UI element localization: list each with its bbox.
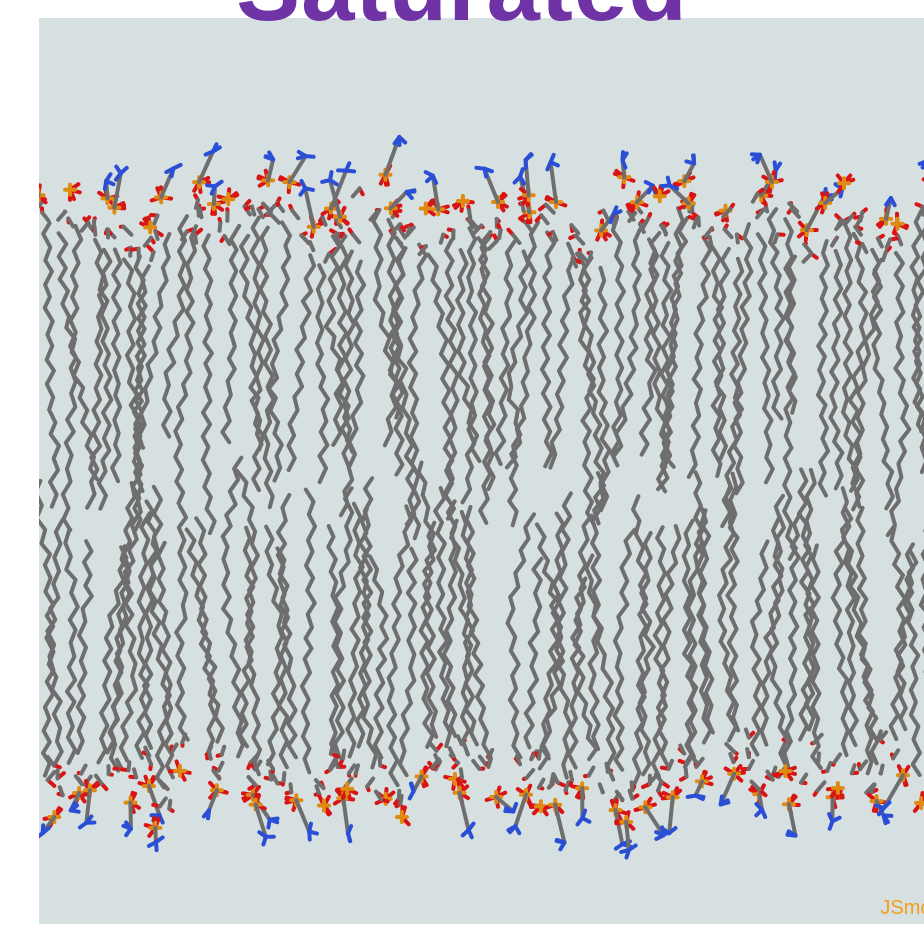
jsmol-watermark: JSmol <box>880 897 924 919</box>
molecule-viewer[interactable]: JSmol <box>39 18 924 924</box>
lipid-bilayer <box>39 135 924 860</box>
page-title: Saturated <box>0 0 924 36</box>
